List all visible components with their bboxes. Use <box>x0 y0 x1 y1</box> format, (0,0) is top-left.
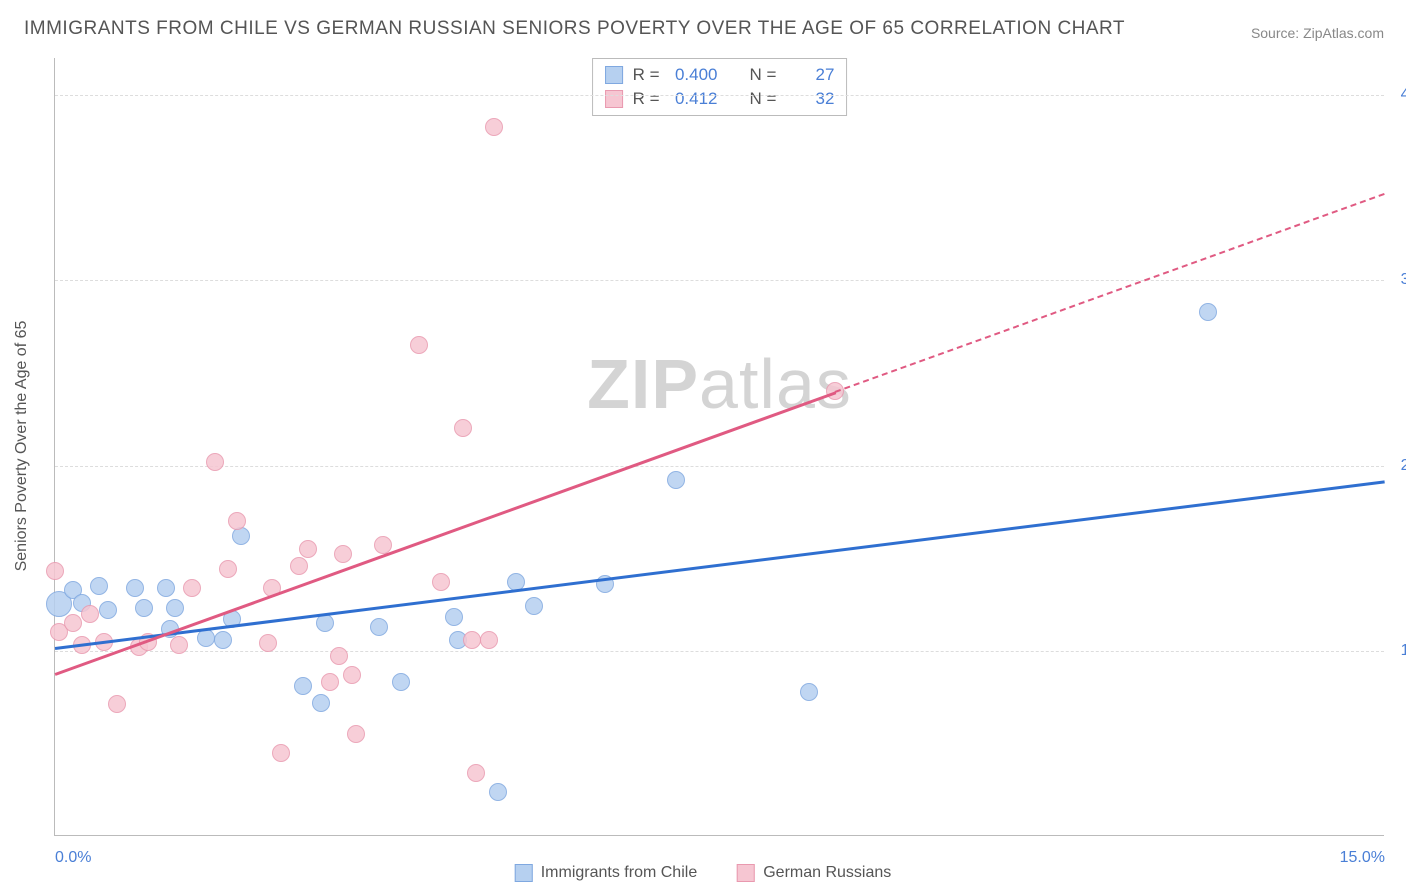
data-point-series-1 <box>64 614 82 632</box>
data-point-series-0 <box>667 471 685 489</box>
data-point-series-1 <box>81 605 99 623</box>
r-label-0: R = <box>633 65 660 85</box>
data-point-series-0 <box>166 599 184 617</box>
legend-swatch-0 <box>515 864 533 882</box>
data-point-series-1 <box>334 545 352 563</box>
data-point-series-0 <box>525 597 543 615</box>
gridline <box>55 466 1384 467</box>
data-point-series-0 <box>1199 303 1217 321</box>
data-point-series-0 <box>800 683 818 701</box>
swatch-series-1 <box>605 90 623 108</box>
y-tick-label: 10.0% <box>1401 642 1406 660</box>
data-point-series-0 <box>489 783 507 801</box>
data-point-series-1 <box>290 557 308 575</box>
watermark: ZIPatlas <box>587 344 852 424</box>
chart-container: IMMIGRANTS FROM CHILE VS GERMAN RUSSIAN … <box>0 0 1406 892</box>
data-point-series-1 <box>46 562 64 580</box>
legend-swatch-1 <box>737 864 755 882</box>
legend-label-0: Immigrants from Chile <box>541 864 697 882</box>
gridline <box>55 280 1384 281</box>
data-point-series-1 <box>347 725 365 743</box>
data-point-series-1 <box>432 573 450 591</box>
data-point-series-0 <box>214 631 232 649</box>
trend-line <box>835 193 1385 393</box>
plot-area: ZIPatlas R = 0.400 N = 27 R = 0.412 N = … <box>54 58 1384 836</box>
trend-line <box>55 392 836 676</box>
data-point-series-0 <box>392 673 410 691</box>
data-point-series-1 <box>170 636 188 654</box>
gridline <box>55 95 1384 96</box>
data-point-series-0 <box>370 618 388 636</box>
data-point-series-0 <box>135 599 153 617</box>
y-tick-label: 30.0% <box>1401 271 1406 289</box>
data-point-series-1 <box>480 631 498 649</box>
data-point-series-1 <box>219 560 237 578</box>
y-tick-label: 20.0% <box>1401 457 1406 475</box>
data-point-series-0 <box>312 694 330 712</box>
x-tick-label: 0.0% <box>55 849 91 867</box>
data-point-series-1 <box>259 634 277 652</box>
n-value-0: 27 <box>786 65 834 85</box>
stats-row-1: R = 0.412 N = 32 <box>605 87 835 111</box>
data-point-series-1 <box>299 540 317 558</box>
data-point-series-1 <box>485 118 503 136</box>
watermark-bold: ZIP <box>587 345 699 423</box>
data-point-series-1 <box>321 673 339 691</box>
data-point-series-0 <box>99 601 117 619</box>
n-label-0: N = <box>750 65 777 85</box>
n-label-1: N = <box>750 89 777 109</box>
r-value-1: 0.412 <box>670 89 718 109</box>
r-label-1: R = <box>633 89 660 109</box>
swatch-series-0 <box>605 66 623 84</box>
data-point-series-0 <box>294 677 312 695</box>
legend-item-0: Immigrants from Chile <box>515 864 697 882</box>
y-tick-label: 40.0% <box>1401 86 1406 104</box>
trend-line <box>55 480 1385 649</box>
data-point-series-0 <box>126 579 144 597</box>
data-point-series-0 <box>157 579 175 597</box>
stats-legend: R = 0.400 N = 27 R = 0.412 N = 32 <box>592 58 848 116</box>
stats-row-0: R = 0.400 N = 27 <box>605 63 835 87</box>
data-point-series-1 <box>343 666 361 684</box>
data-point-series-1 <box>228 512 246 530</box>
bottom-legend: Immigrants from Chile German Russians <box>515 864 892 882</box>
data-point-series-0 <box>445 608 463 626</box>
data-point-series-1 <box>183 579 201 597</box>
data-point-series-0 <box>197 629 215 647</box>
source-attribution: Source: ZipAtlas.com <box>1251 25 1384 41</box>
x-tick-label: 15.0% <box>1340 849 1385 867</box>
legend-item-1: German Russians <box>737 864 891 882</box>
n-value-1: 32 <box>786 89 834 109</box>
data-point-series-1 <box>454 419 472 437</box>
data-point-series-1 <box>463 631 481 649</box>
data-point-series-0 <box>90 577 108 595</box>
data-point-series-1 <box>108 695 126 713</box>
r-value-0: 0.400 <box>670 65 718 85</box>
data-point-series-1 <box>330 647 348 665</box>
data-point-series-1 <box>410 336 428 354</box>
data-point-series-1 <box>272 744 290 762</box>
data-point-series-1 <box>467 764 485 782</box>
data-point-series-0 <box>316 614 334 632</box>
gridline <box>55 651 1384 652</box>
data-point-series-1 <box>206 453 224 471</box>
y-axis-title: Seniors Poverty Over the Age of 65 <box>13 321 31 572</box>
chart-title: IMMIGRANTS FROM CHILE VS GERMAN RUSSIAN … <box>24 18 1125 40</box>
legend-label-1: German Russians <box>763 864 891 882</box>
